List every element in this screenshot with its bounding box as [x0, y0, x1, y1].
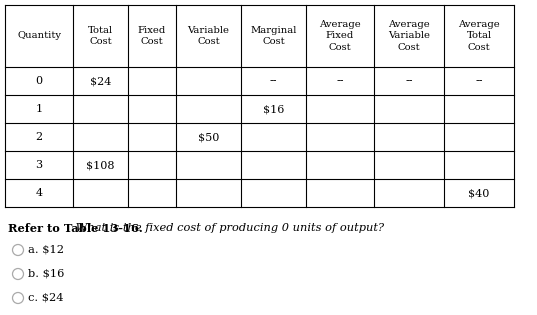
Text: --: --: [336, 76, 344, 86]
Text: Fixed
Cost: Fixed Cost: [138, 26, 166, 46]
Text: Marginal
Cost: Marginal Cost: [250, 26, 296, 46]
Text: --: --: [270, 76, 277, 86]
Text: $50: $50: [198, 132, 219, 142]
Text: Average
Fixed
Cost: Average Fixed Cost: [319, 20, 361, 52]
Text: 0: 0: [35, 76, 42, 86]
Text: $108: $108: [86, 160, 115, 170]
Text: b. $16: b. $16: [28, 269, 64, 279]
Text: c. $24: c. $24: [28, 293, 63, 303]
Text: --: --: [475, 76, 483, 86]
Text: What is the fixed cost of producing 0 units of output?: What is the fixed cost of producing 0 un…: [72, 223, 384, 233]
Text: Quantity: Quantity: [17, 32, 61, 41]
Text: Refer to Table 13-16.: Refer to Table 13-16.: [8, 223, 143, 234]
Text: 2: 2: [35, 132, 42, 142]
Text: Average
Variable
Cost: Average Variable Cost: [388, 20, 430, 52]
Text: a. $12: a. $12: [28, 245, 64, 255]
Text: $40: $40: [468, 188, 490, 198]
Text: Average
Total
Cost: Average Total Cost: [458, 20, 500, 52]
Text: 3: 3: [35, 160, 42, 170]
Text: 4: 4: [35, 188, 42, 198]
Text: $16: $16: [263, 104, 284, 114]
Text: 1: 1: [35, 104, 42, 114]
Text: $24: $24: [90, 76, 111, 86]
Text: Variable
Cost: Variable Cost: [187, 26, 229, 46]
Text: Total
Cost: Total Cost: [88, 26, 113, 46]
Text: --: --: [405, 76, 413, 86]
